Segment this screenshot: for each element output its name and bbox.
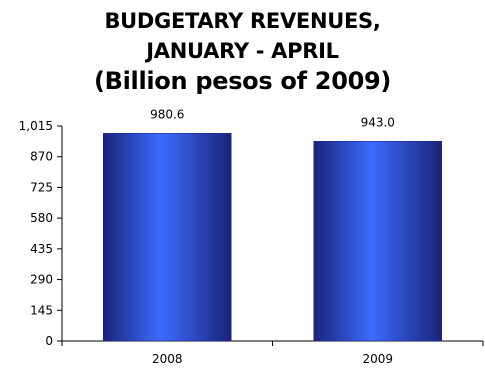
- y-tick-label: 435: [30, 242, 53, 256]
- x-tick-label-2008: 2008: [152, 352, 183, 366]
- title-line-3: (Billion pesos of 2009): [93, 67, 392, 95]
- y-tick-label: 0: [45, 334, 53, 348]
- title-line-1: BUDGETARY REVENUES,: [104, 9, 381, 33]
- data-label-2009: 943.0: [361, 115, 395, 129]
- y-tick-label: 290: [30, 273, 53, 287]
- y-tick-label: 1,015: [19, 119, 53, 133]
- y-tick-label: 580: [30, 211, 53, 225]
- bar-2008: [103, 133, 232, 342]
- bar-2009: [313, 141, 442, 342]
- data-label-2008: 980.6: [150, 107, 184, 121]
- y-tick-label: 870: [30, 150, 53, 164]
- y-tick-label: 725: [30, 180, 53, 194]
- chart-title: BUDGETARY REVENUES, JANUARY - APRIL (Bil…: [0, 6, 485, 96]
- title-line-2: JANUARY - APRIL: [146, 39, 339, 63]
- x-tick-label-2009: 2009: [362, 352, 393, 366]
- y-tick-label: 145: [30, 303, 53, 317]
